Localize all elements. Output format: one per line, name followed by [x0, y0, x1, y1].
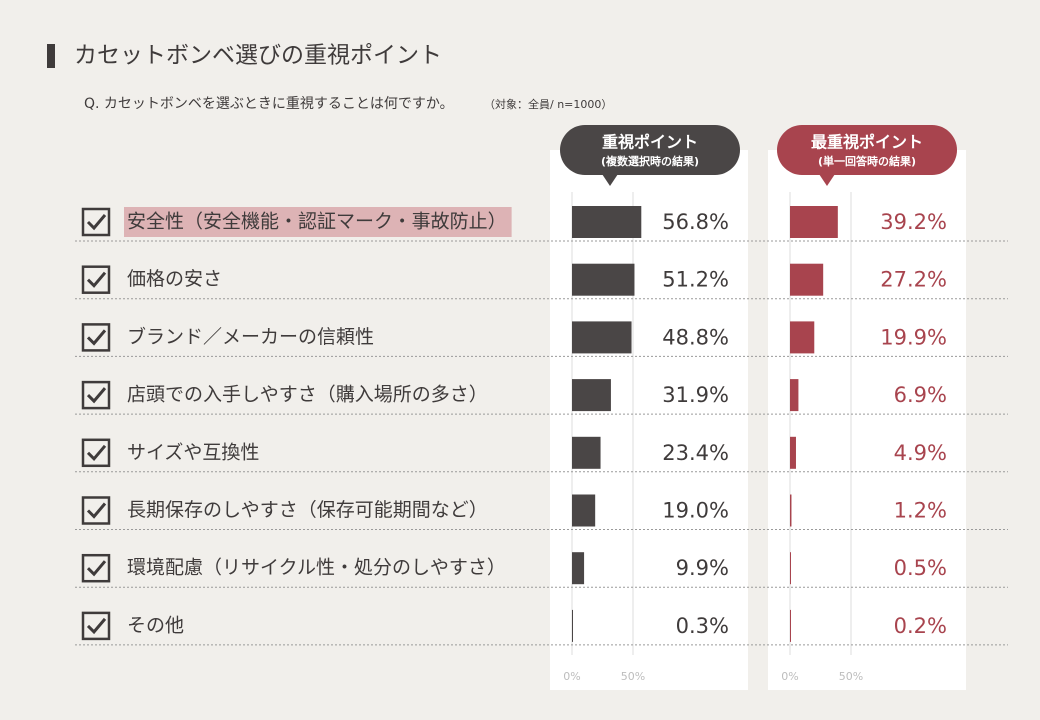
bar — [572, 379, 611, 412]
legend-label: 最重視ポイント — [811, 133, 923, 152]
value-label: 48.8% — [662, 325, 729, 349]
checkbox — [81, 553, 111, 583]
bar — [572, 263, 635, 296]
bar — [572, 552, 585, 585]
category-label: ブランド／メーカーの信頼性 — [127, 325, 374, 348]
legend-pill — [777, 125, 957, 175]
checkbox — [81, 323, 111, 352]
value-label: 6.9% — [894, 383, 947, 407]
bar — [790, 206, 838, 238]
checkmark — [86, 617, 107, 635]
question: Q. カセットボンベを選ぶときに重視することは何ですか。 — [84, 96, 454, 112]
checkmark — [86, 502, 107, 519]
bar — [572, 494, 596, 527]
legend-note: (複数選択時の結果) — [601, 154, 699, 168]
bar — [790, 321, 815, 354]
x-tick-label: 0% — [781, 670, 798, 683]
category-label: 安全性（安全機能・認証マーク・事故防止） — [127, 211, 507, 233]
value-label: 0.5% — [894, 556, 947, 580]
checkmark — [86, 444, 107, 462]
checkbox — [81, 438, 111, 468]
category-label: その他 — [127, 614, 184, 636]
title-marker — [47, 44, 55, 68]
bar — [572, 206, 642, 238]
category-label: 店頭での入手しやすさ（購入場所の多さ） — [127, 384, 488, 406]
panel-background — [768, 150, 966, 690]
value-label: 31.9% — [662, 383, 729, 407]
bar — [790, 552, 791, 585]
value-label: 19.9% — [880, 325, 947, 349]
value-label: 56.8% — [662, 210, 729, 234]
x-tick-label: 50% — [839, 670, 863, 683]
category-label: サイズや互換性 — [127, 441, 259, 463]
checkbox — [81, 611, 111, 641]
value-label: 0.3% — [676, 614, 729, 638]
bar — [572, 609, 573, 642]
checkbox — [81, 265, 111, 294]
value-label: 23.4% — [662, 441, 729, 465]
category-label: 価格の安さ — [127, 268, 222, 290]
bar — [790, 263, 824, 296]
checkmark — [86, 214, 107, 231]
value-label: 39.2% — [880, 210, 947, 234]
sample-note: （対象：全員/ n=1000） — [484, 97, 612, 111]
checkmark — [86, 560, 107, 577]
legend-label: 重視ポイント — [602, 133, 698, 152]
x-tick-label: 50% — [621, 670, 645, 683]
checkbox — [81, 496, 111, 525]
bar — [790, 494, 792, 527]
category-highlight — [124, 207, 512, 237]
panel-background — [550, 150, 748, 690]
category-label: 環境配慮（リサイクル性・処分のしやすさ） — [127, 557, 506, 579]
value-label: 4.9% — [894, 441, 947, 465]
checkmark — [86, 271, 107, 288]
value-label: 27.2% — [880, 268, 947, 292]
legend-pointer — [819, 174, 835, 186]
checkbox — [81, 207, 111, 237]
bar — [572, 436, 601, 469]
bar — [790, 379, 799, 412]
value-label: 51.2% — [662, 268, 729, 292]
legend-note: (単一回答時の結果) — [818, 154, 916, 168]
bar — [790, 609, 791, 642]
bar — [790, 436, 796, 469]
legend-pill — [560, 125, 740, 175]
checkbox — [81, 380, 111, 410]
value-label: 19.0% — [662, 499, 729, 523]
checkmark — [86, 387, 107, 404]
category-label: 長期保存のしやすさ（保存可能期間など） — [127, 499, 488, 521]
legend-pointer — [602, 174, 618, 186]
value-label: 1.2% — [894, 499, 947, 523]
chart-title: カセットボンベ選びの重視ポイント — [74, 43, 442, 69]
x-tick-label: 0% — [563, 670, 580, 683]
value-label: 9.9% — [676, 556, 729, 580]
bar — [572, 321, 632, 354]
checkmark — [86, 329, 107, 346]
value-label: 0.2% — [894, 614, 947, 638]
